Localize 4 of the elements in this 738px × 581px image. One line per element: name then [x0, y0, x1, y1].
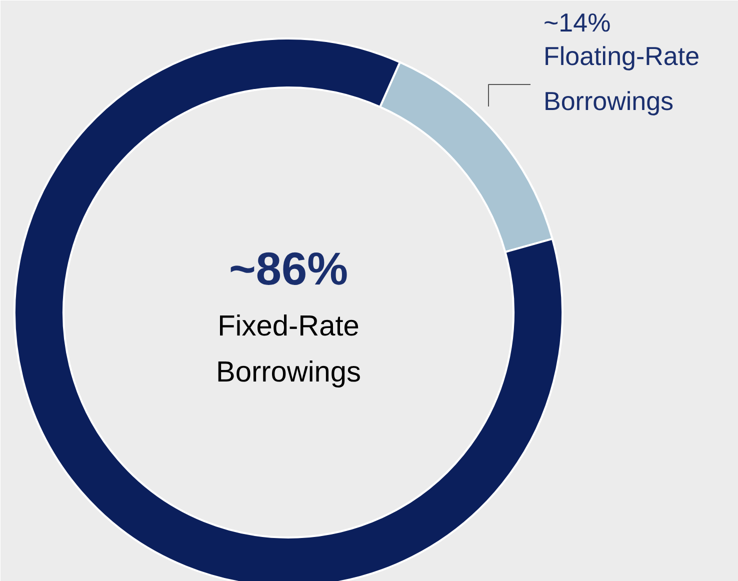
slice-label: Fixed-Rate Borrowings — [216, 310, 362, 389]
slice-label: Floating-Rate Borrowings — [544, 41, 700, 116]
data-label: ~86% — [229, 242, 348, 294]
data-label: ~14% — [544, 8, 611, 38]
